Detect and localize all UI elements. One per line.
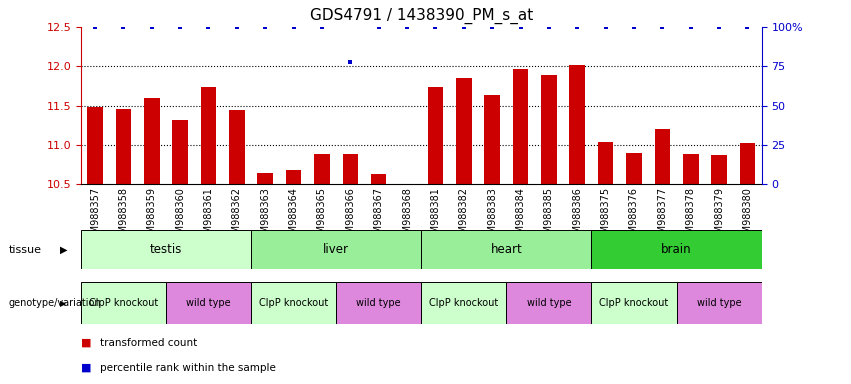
- Bar: [512, 69, 528, 184]
- Text: ClpP knockout: ClpP knockout: [259, 298, 328, 308]
- Bar: [654, 129, 670, 184]
- Bar: [371, 174, 386, 184]
- Text: ClpP knockout: ClpP knockout: [429, 298, 499, 308]
- Bar: [421, 282, 506, 324]
- Text: wild type: wild type: [357, 298, 401, 308]
- Text: liver: liver: [323, 243, 349, 256]
- Text: tissue: tissue: [9, 245, 42, 255]
- Bar: [683, 154, 699, 184]
- Text: ▶: ▶: [60, 299, 66, 308]
- Bar: [314, 154, 329, 184]
- Bar: [421, 230, 591, 269]
- Bar: [201, 88, 216, 184]
- Text: ■: ■: [81, 363, 91, 373]
- Bar: [251, 230, 421, 269]
- Text: percentile rank within the sample: percentile rank within the sample: [100, 363, 276, 373]
- Bar: [677, 282, 762, 324]
- Text: brain: brain: [661, 243, 692, 256]
- Bar: [569, 65, 585, 184]
- Bar: [456, 78, 471, 184]
- Text: ▶: ▶: [60, 245, 67, 255]
- Bar: [342, 154, 358, 184]
- Bar: [257, 172, 273, 184]
- Text: transformed count: transformed count: [100, 338, 197, 348]
- Bar: [286, 170, 301, 184]
- Bar: [229, 110, 245, 184]
- Bar: [484, 95, 500, 184]
- Text: heart: heart: [490, 243, 523, 256]
- Bar: [591, 230, 762, 269]
- Bar: [506, 282, 591, 324]
- Bar: [81, 282, 166, 324]
- Bar: [427, 88, 443, 184]
- Bar: [116, 109, 131, 184]
- Bar: [166, 282, 251, 324]
- Bar: [144, 98, 159, 184]
- Bar: [336, 282, 421, 324]
- Bar: [88, 107, 103, 184]
- Bar: [541, 75, 557, 184]
- Bar: [626, 153, 642, 184]
- Bar: [81, 230, 251, 269]
- Title: GDS4791 / 1438390_PM_s_at: GDS4791 / 1438390_PM_s_at: [310, 8, 533, 24]
- Bar: [740, 142, 755, 184]
- Text: testis: testis: [150, 243, 182, 256]
- Bar: [251, 282, 336, 324]
- Text: wild type: wild type: [186, 298, 231, 308]
- Text: ■: ■: [81, 338, 91, 348]
- Text: wild type: wild type: [527, 298, 571, 308]
- Bar: [711, 155, 727, 184]
- Text: ClpP knockout: ClpP knockout: [89, 298, 158, 308]
- Text: genotype/variation: genotype/variation: [9, 298, 101, 308]
- Bar: [597, 142, 614, 184]
- Text: ClpP knockout: ClpP knockout: [599, 298, 669, 308]
- Text: wild type: wild type: [697, 298, 741, 308]
- Bar: [591, 282, 677, 324]
- Bar: [172, 120, 188, 184]
